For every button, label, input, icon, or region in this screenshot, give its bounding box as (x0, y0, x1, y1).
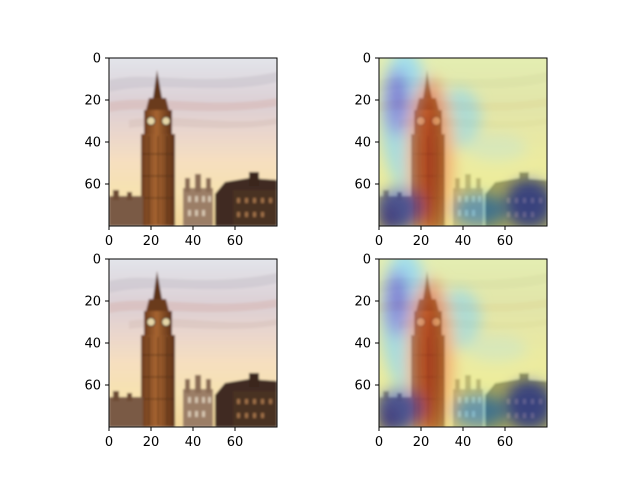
photo-image (109, 58, 277, 226)
y-tick-label: 40 (354, 337, 371, 352)
x-tick-label: 20 (143, 234, 160, 249)
x-tick-label: 40 (185, 435, 202, 450)
x-tick-label: 20 (413, 435, 430, 450)
x-tick-label: 20 (143, 435, 160, 450)
panel-bottom-right: 0 20 40 60 0 20 40 60 (354, 249, 553, 450)
y-tick-label: 60 (354, 178, 371, 193)
panel-top-right: 0 20 40 60 0 20 40 60 (354, 48, 553, 249)
x-tick-label: 40 (185, 234, 202, 249)
x-tick-label: 20 (413, 234, 430, 249)
x-tick-label: 40 (455, 234, 472, 249)
y-tick-label: 20 (354, 94, 371, 109)
panel-bottom-left: 0 20 40 60 0 20 40 60 (84, 253, 278, 450)
y-tick-label: 0 (363, 253, 371, 268)
y-tick-label: 0 (363, 52, 371, 67)
panel-image (377, 249, 553, 441)
photo-image (109, 259, 277, 427)
y-tick-label: 20 (84, 295, 101, 310)
panel-image (109, 58, 277, 226)
y-tick-label: 0 (93, 52, 101, 67)
y-tick-label: 0 (93, 253, 101, 268)
x-tick-label: 0 (375, 234, 383, 249)
x-tick-label: 0 (375, 435, 383, 450)
panel-top-left: 0 20 40 60 0 20 40 60 (84, 52, 278, 249)
y-tick-label: 40 (84, 337, 101, 352)
y-tick-label: 20 (84, 94, 101, 109)
heatmap-overlay (377, 48, 553, 240)
x-tick-label: 0 (105, 435, 113, 450)
y-tick-label: 60 (354, 379, 371, 394)
x-tick-label: 0 (105, 234, 113, 249)
x-tick-label: 60 (497, 234, 514, 249)
x-tick-label: 60 (497, 435, 514, 450)
x-tick-label: 40 (455, 435, 472, 450)
y-tick-label: 40 (84, 136, 101, 151)
panel-image (377, 48, 553, 240)
y-tick-label: 40 (354, 136, 371, 151)
x-tick-label: 60 (227, 234, 244, 249)
heatmap-overlay (377, 249, 553, 441)
x-tick-label: 60 (227, 435, 244, 450)
panel-image (109, 259, 277, 427)
y-tick-label: 60 (84, 379, 101, 394)
y-tick-label: 20 (354, 295, 371, 310)
y-tick-label: 60 (84, 178, 101, 193)
